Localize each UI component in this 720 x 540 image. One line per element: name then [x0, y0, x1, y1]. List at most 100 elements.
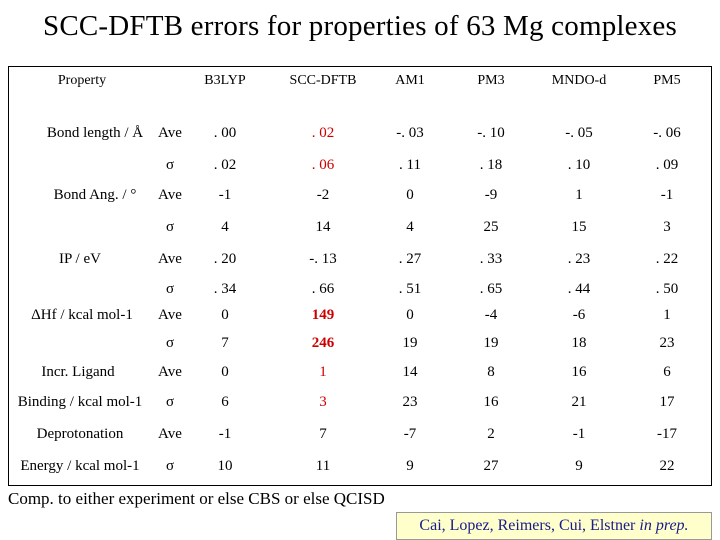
table-cell: 17	[659, 394, 675, 410]
property-header: Property	[57, 73, 107, 88]
table-cell: 7	[221, 335, 229, 351]
table-cell: 0	[221, 364, 229, 380]
table-cell: 25	[483, 219, 499, 235]
stat-label: Ave	[158, 187, 182, 203]
stat-label: σ	[165, 157, 175, 173]
row-label: ΔHf / kcal mol-1	[31, 307, 133, 323]
table-cell: 1	[663, 307, 671, 323]
table-cell: . 18	[479, 157, 503, 173]
table-cell: 21	[571, 394, 587, 410]
row-label: Energy / kcal mol-1	[20, 458, 140, 474]
table-cell: -7	[403, 426, 417, 442]
table-cell: 27	[483, 458, 499, 474]
row-label: Binding / kcal mol-1	[17, 394, 143, 410]
table-cell: . 20	[213, 251, 237, 267]
table-cell: -. 13	[309, 251, 337, 267]
table-cell: 6	[221, 394, 229, 410]
column-header: B3LYP	[204, 73, 246, 88]
row-label: IP / eV	[59, 251, 101, 267]
table-cell: 15	[571, 219, 587, 235]
table-cell: . 09	[655, 157, 679, 173]
table-cell: 1	[575, 187, 583, 203]
table-cell: 3	[663, 219, 671, 235]
table-cell: 149	[311, 307, 335, 323]
stat-label: σ	[165, 281, 175, 297]
column-header: SCC-DFTB	[289, 73, 357, 88]
table-cell: 3	[319, 394, 327, 410]
table-cell: . 10	[567, 157, 591, 173]
credit-box: Cai, Lopez, Reimers, Cui, Elstner in pre…	[396, 512, 712, 540]
table-cell: 0	[406, 187, 414, 203]
table-cell: 23	[659, 335, 675, 351]
credit-authors: Cai, Lopez, Reimers, Cui, Elstner	[419, 517, 636, 534]
row-label: Bond length / Å	[46, 125, 144, 141]
stat-label: σ	[165, 394, 175, 410]
stat-label: σ	[165, 335, 175, 351]
table-cell: 246	[311, 335, 335, 351]
table-cell: 19	[402, 335, 418, 351]
table-cell: . 11	[399, 157, 421, 173]
results-table-frame	[8, 66, 712, 486]
table-cell: -17	[657, 426, 677, 442]
table-cell: 4	[406, 219, 414, 235]
table-cell: -9	[484, 187, 498, 203]
row-label: Incr. Ligand	[41, 364, 115, 380]
row-label: Deprotonation	[36, 426, 124, 442]
comparison-note: Comp. to either experiment or else CBS o…	[8, 489, 385, 508]
credit-status: in prep.	[639, 517, 689, 534]
column-header: MNDO-d	[551, 73, 607, 88]
column-header: PM5	[653, 73, 681, 88]
table-cell: . 22	[655, 251, 679, 267]
table-cell: . 27	[398, 251, 422, 267]
table-cell: 0	[221, 307, 229, 323]
table-cell: . 34	[213, 281, 237, 297]
table-cell: . 44	[567, 281, 591, 297]
table-cell: 7	[319, 426, 327, 442]
table-cell: 4	[221, 219, 229, 235]
table-cell: . 02	[311, 125, 335, 141]
table-cell: 1	[319, 364, 327, 380]
table-cell: . 02	[213, 157, 237, 173]
table-cell: 0	[406, 307, 414, 323]
table-cell: -1	[218, 187, 232, 203]
table-cell: 16	[483, 394, 499, 410]
stat-label: Ave	[158, 426, 182, 442]
table-cell: . 33	[479, 251, 503, 267]
column-header: PM3	[477, 73, 505, 88]
table-cell: 11	[315, 458, 331, 474]
table-cell: -1	[660, 187, 674, 203]
stat-label: Ave	[158, 364, 182, 380]
table-cell: -. 05	[565, 125, 593, 141]
table-cell: -6	[572, 307, 586, 323]
table-cell: . 00	[213, 125, 237, 141]
table-cell: -4	[484, 307, 498, 323]
table-cell: . 50	[655, 281, 679, 297]
table-cell: . 06	[311, 157, 335, 173]
table-cell: 9	[406, 458, 414, 474]
slide-title: SCC-DFTB errors for properties of 63 Mg …	[42, 10, 677, 42]
table-cell: . 66	[311, 281, 335, 297]
stat-label: σ	[165, 458, 175, 474]
table-cell: 23	[402, 394, 418, 410]
table-cell: -1	[218, 426, 232, 442]
table-cell: 6	[663, 364, 671, 380]
table-cell: 19	[483, 335, 499, 351]
table-cell: -. 03	[396, 125, 424, 141]
column-header: AM1	[395, 73, 425, 88]
table-cell: . 23	[567, 251, 591, 267]
table-cell: 2	[487, 426, 495, 442]
table-cell: -1	[572, 426, 586, 442]
table-cell: -. 06	[653, 125, 681, 141]
table-cell: 16	[571, 364, 587, 380]
table-cell: . 65	[479, 281, 503, 297]
stat-label: Ave	[158, 125, 182, 141]
table-cell: 22	[659, 458, 675, 474]
table-cell: 10	[217, 458, 233, 474]
table-cell: -2	[316, 187, 330, 203]
table-cell: . 51	[398, 281, 422, 297]
table-cell: -. 10	[477, 125, 505, 141]
stat-label: Ave	[158, 251, 182, 267]
table-cell: 9	[575, 458, 583, 474]
table-cell: 14	[402, 364, 418, 380]
table-cell: 8	[487, 364, 495, 380]
